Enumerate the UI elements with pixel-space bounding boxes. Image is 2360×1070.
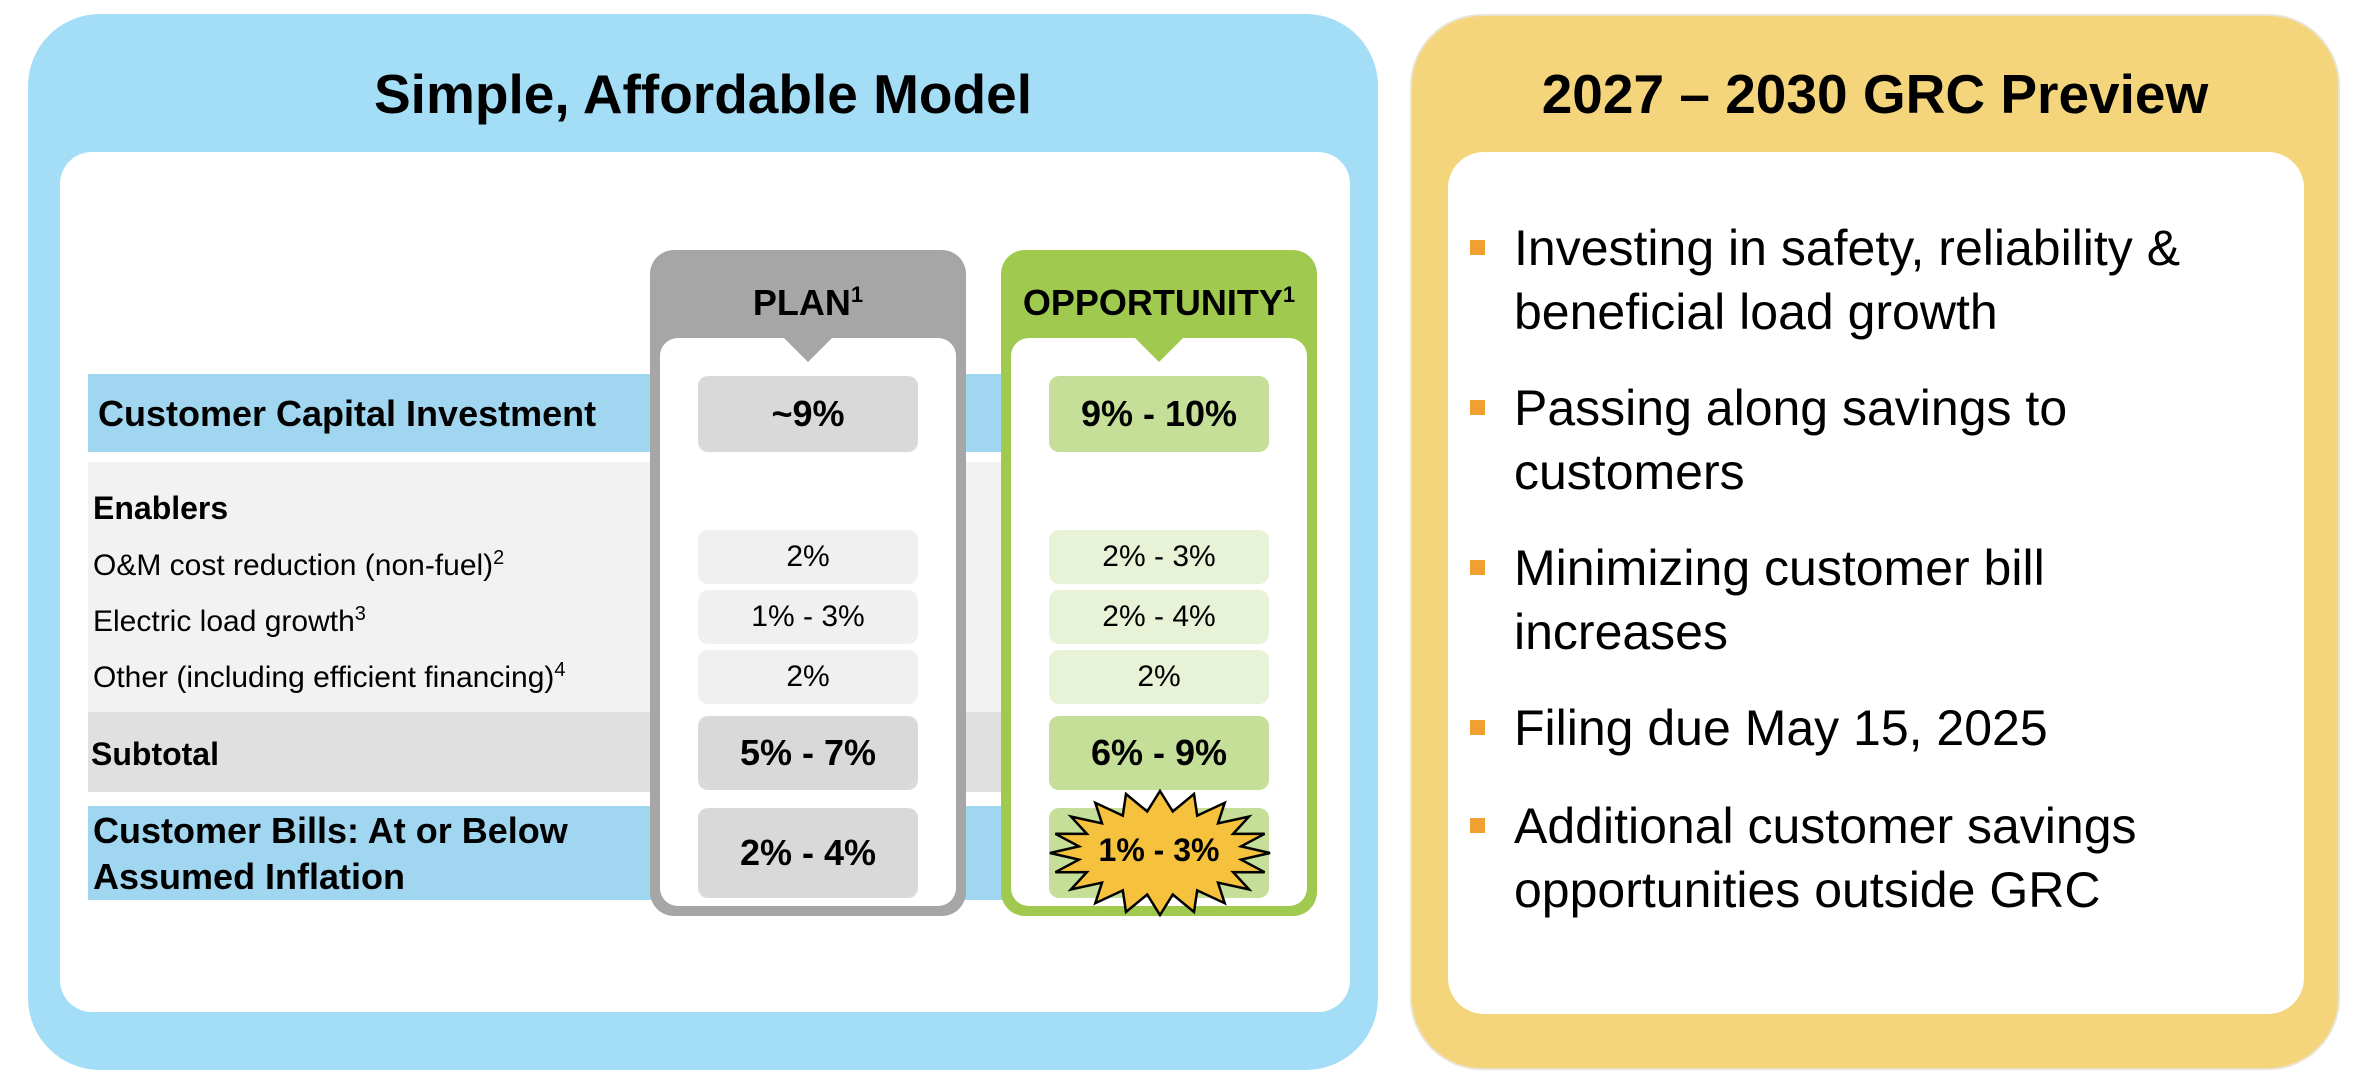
bullet-text: Investing in safety, reliability & benefi… <box>1514 220 2181 340</box>
opportunity-other-value: 2% <box>1049 650 1269 704</box>
capital-row-label: Customer Capital Investment <box>98 393 597 434</box>
opportunity-header: OPPORTUNITY1 <box>1022 282 1296 323</box>
opportunity-bills-value: 1% - 3% <box>1098 832 1220 868</box>
plan-om-value: 2% <box>698 530 918 584</box>
opportunity-capital-value: 9% - 10% <box>1049 376 1269 452</box>
bills-row-label: Customer Bills: At or Below Assumed Infl… <box>93 810 568 897</box>
bullet-text: Passing along savings to customers <box>1514 380 2068 500</box>
left-panel-title: Simple, Affordable Model <box>373 63 1032 125</box>
right-panel-content <box>1448 152 2304 1014</box>
bullet-square-icon <box>1470 400 1485 415</box>
plan-header-pointer <box>784 338 832 362</box>
plan-capital-value: ~9% <box>698 376 918 452</box>
enablers-heading: Enablers <box>93 490 229 526</box>
opportunity-subtotal-value: 6% - 9% <box>1049 716 1269 790</box>
bullet-square-icon <box>1470 560 1485 575</box>
opportunity-header-pointer <box>1135 338 1183 362</box>
plan-load-value: 1% - 3% <box>698 590 918 644</box>
load-row-label: Electric load growth3 <box>93 603 366 638</box>
plan-header: PLAN1 <box>752 282 864 323</box>
om-row-label: O&M cost reduction (non-fuel)2 <box>93 547 505 582</box>
right-panel-title: 2027 – 2030 GRC Preview <box>1541 63 2209 125</box>
opportunity-load-value: 2% - 4% <box>1049 590 1269 644</box>
bullet-text: Filing due May 15, 2025 <box>1514 700 2048 756</box>
subtotal-row-label: Subtotal <box>91 736 219 772</box>
plan-subtotal-value: 5% - 7% <box>698 716 918 790</box>
starburst-icon <box>1049 788 1271 918</box>
plan-bills-value: 2% - 4% <box>698 808 918 898</box>
opportunity-om-value: 2% - 3% <box>1049 530 1269 584</box>
plan-other-value: 2% <box>698 650 918 704</box>
bullet-text: Additional customer savings opportunities… <box>1514 798 2137 918</box>
bullet-square-icon <box>1470 720 1485 735</box>
other-row-label: Other (including efficient financing)4 <box>93 659 566 694</box>
bullet-text: Minimizing customer bill increases <box>1514 540 2045 660</box>
bullet-square-icon <box>1470 818 1485 833</box>
bullet-square-icon <box>1470 240 1485 255</box>
